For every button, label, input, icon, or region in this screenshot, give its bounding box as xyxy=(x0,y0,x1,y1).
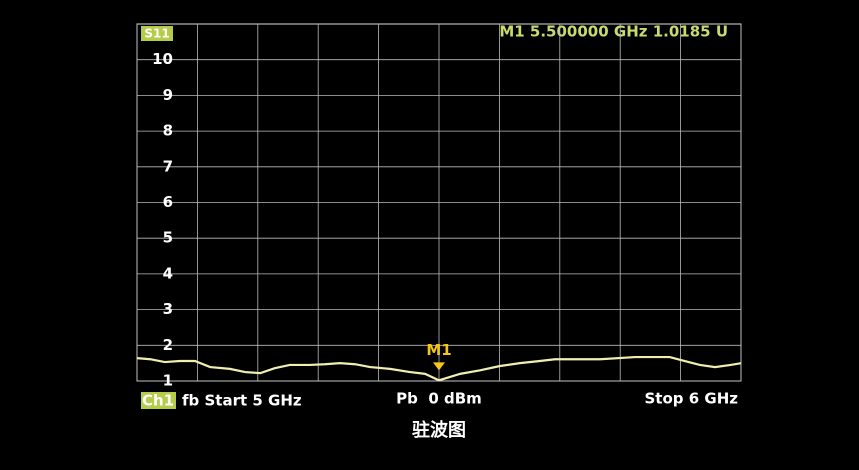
start-label: fb Start 5 GHz xyxy=(182,392,302,410)
marker-label: M1 xyxy=(426,341,451,359)
marker-triangle xyxy=(433,362,445,371)
y-tick-label: 2 xyxy=(163,336,173,354)
chart-title: 驻波图 xyxy=(412,419,466,441)
y-tick-label: 4 xyxy=(163,264,173,282)
y-tick-label: 8 xyxy=(163,122,173,140)
trace-badge xyxy=(141,26,173,41)
trace-label: S11 xyxy=(144,27,169,41)
trace-line xyxy=(136,355,742,382)
channel-label: Ch1 xyxy=(142,392,174,410)
marker-readout: M1 5.500000 GHz 1.0185 U xyxy=(499,23,728,41)
y-tick-label: 9 xyxy=(163,86,173,104)
y-tick-label: 1 xyxy=(163,372,173,390)
y-tick-label: 3 xyxy=(163,300,173,318)
y-tick-label: 6 xyxy=(163,193,173,211)
y-tick-label: 5 xyxy=(163,229,173,247)
y-tick-label: 10 xyxy=(152,50,173,68)
power-label: Pb 0 dBm xyxy=(396,390,482,408)
channel-badge xyxy=(141,392,176,409)
y-tick-label: 7 xyxy=(163,157,173,175)
stop-label: Stop 6 GHz xyxy=(645,390,739,408)
